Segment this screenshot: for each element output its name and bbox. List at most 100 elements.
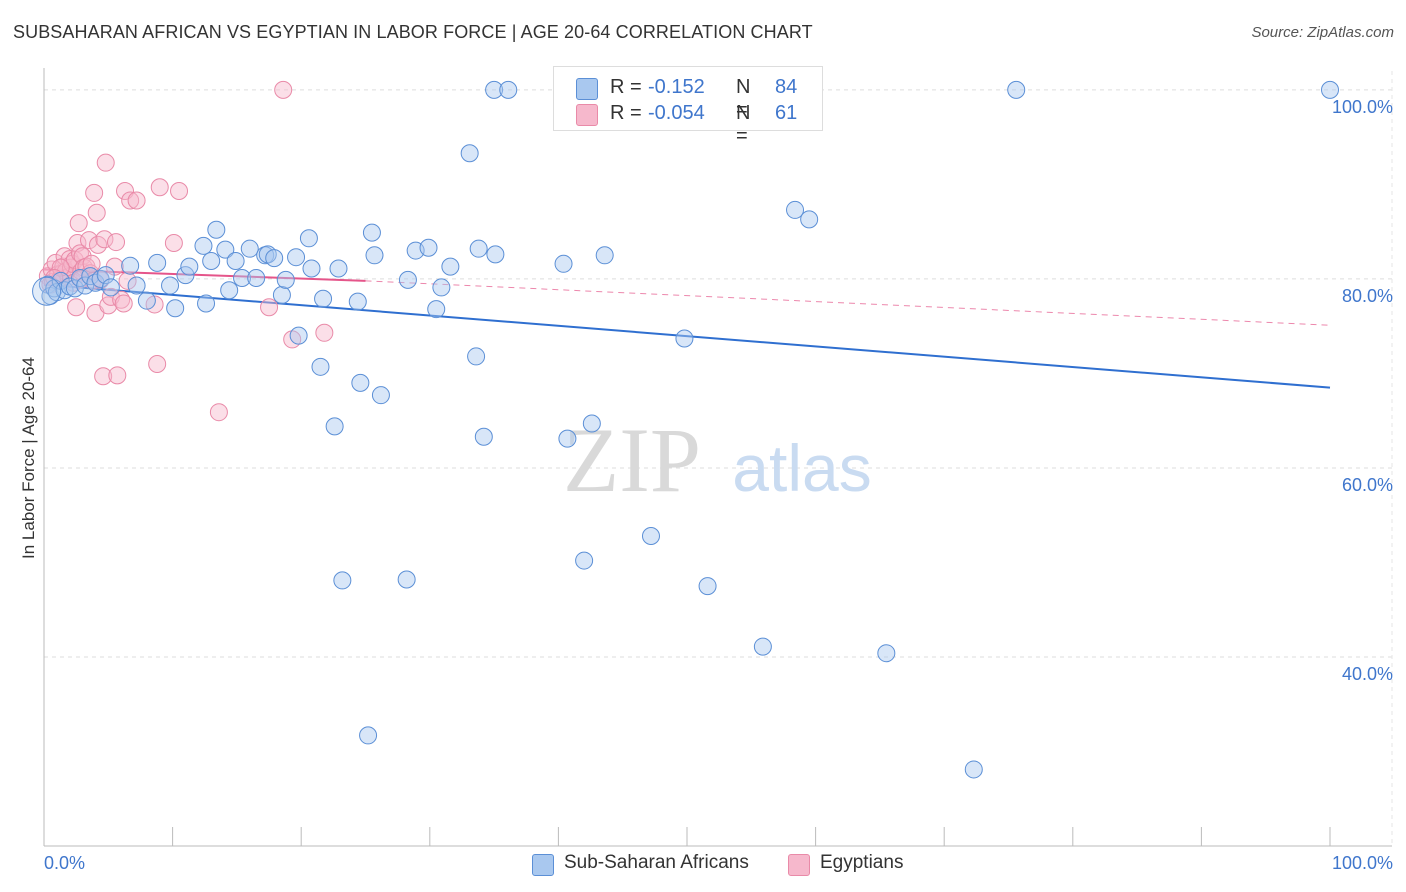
- point-subsaharan: [359, 726, 378, 745]
- point-subsaharan: [964, 760, 983, 779]
- point-subsaharan: [76, 276, 95, 295]
- point-subsaharan: [351, 373, 370, 392]
- point-subsaharan: [397, 570, 416, 589]
- chart-title: SUBSAHARAN AFRICAN VS EGYPTIAN IN LABOR …: [13, 22, 813, 42]
- point-subsaharan: [207, 220, 226, 239]
- point-subsaharan: [460, 144, 479, 163]
- point-subsaharan: [499, 80, 518, 99]
- bottom-legend-swatch: [532, 854, 554, 876]
- point-subsaharan: [365, 246, 384, 265]
- trend-extension-egyptian: [365, 280, 1331, 326]
- point-egyptian: [148, 354, 167, 373]
- point-subsaharan: [311, 357, 330, 376]
- legend-n-label: N =: [736, 76, 751, 121]
- point-subsaharan: [161, 276, 180, 295]
- point-subsaharan: [371, 386, 390, 405]
- point-subsaharan: [299, 229, 318, 248]
- point-egyptian: [96, 153, 115, 172]
- point-subsaharan: [65, 279, 84, 298]
- point-subsaharan: [247, 268, 266, 287]
- point-egyptian: [107, 233, 126, 252]
- legend-swatch-egyptian: [576, 104, 598, 126]
- point-subsaharan: [575, 551, 594, 570]
- point-subsaharan: [877, 644, 896, 663]
- x-tick-label: 0.0%: [44, 853, 85, 873]
- point-subsaharan: [800, 210, 819, 229]
- point-subsaharan: [786, 200, 805, 219]
- axes: [43, 68, 1392, 847]
- point-subsaharan: [226, 251, 245, 270]
- point-subsaharan: [333, 571, 352, 590]
- point-egyptian: [315, 323, 334, 342]
- point-subsaharan: [197, 294, 216, 313]
- trend-line-subsaharan: [43, 283, 1331, 389]
- point-subsaharan: [641, 527, 660, 545]
- point-subsaharan: [220, 281, 239, 300]
- point-subsaharan: [348, 292, 367, 311]
- point-egyptian: [164, 234, 183, 253]
- point-subsaharan: [202, 251, 221, 270]
- point-egyptian: [274, 80, 293, 99]
- point-egyptian: [170, 182, 189, 201]
- point-subsaharan: [675, 329, 694, 348]
- point-subsaharan: [582, 414, 601, 433]
- bottom-legend-label: Sub-Saharan Africans: [564, 852, 749, 873]
- point-egyptian: [67, 298, 86, 317]
- bottom-legend-label: Egyptians: [820, 852, 904, 873]
- point-subsaharan: [427, 300, 446, 319]
- point-egyptian: [94, 367, 113, 386]
- point-egyptian: [87, 203, 106, 222]
- point-egyptian: [55, 247, 74, 266]
- stats-legend: R = -0.152 N = 84 R = -0.054 N = 61: [553, 66, 823, 147]
- point-egyptian: [80, 231, 99, 250]
- watermark: ZIP atlas: [563, 409, 872, 511]
- point-egyptian: [95, 230, 114, 249]
- point-egyptian: [69, 214, 88, 233]
- point-subsaharan: [362, 223, 381, 242]
- point-egyptian: [209, 403, 228, 422]
- point-subsaharan: [474, 427, 493, 446]
- point-subsaharan: [398, 270, 417, 289]
- point-subsaharan: [558, 429, 577, 448]
- legend-r-value: -0.152: [648, 76, 705, 98]
- point-subsaharan: [276, 270, 295, 289]
- point-subsaharan: [329, 259, 348, 278]
- point-subsaharan: [216, 240, 235, 259]
- point-subsaharan: [265, 249, 284, 268]
- point-subsaharan: [32, 276, 62, 306]
- point-subsaharan: [289, 326, 308, 345]
- point-subsaharan: [1321, 80, 1339, 99]
- legend-n-value: 61: [775, 102, 798, 124]
- point-subsaharan: [486, 245, 505, 264]
- point-egyptian: [108, 366, 127, 385]
- point-subsaharan: [287, 248, 306, 267]
- point-subsaharan: [441, 257, 460, 276]
- point-subsaharan: [137, 291, 156, 310]
- point-subsaharan: [148, 253, 167, 272]
- point-subsaharan: [101, 278, 120, 297]
- legend-n-label: N =: [736, 102, 751, 147]
- point-subsaharan: [240, 239, 259, 258]
- point-egyptian: [114, 294, 133, 313]
- point-subsaharan: [1007, 80, 1026, 99]
- grid-lines: [44, 71, 1393, 846]
- point-subsaharan: [302, 259, 321, 278]
- point-egyptian: [71, 244, 90, 263]
- point-subsaharan: [325, 417, 344, 436]
- legend-r-value: -0.054: [648, 102, 705, 124]
- point-subsaharan: [121, 256, 140, 275]
- point-subsaharan: [432, 278, 451, 297]
- point-subsaharan: [176, 266, 195, 285]
- point-egyptian: [118, 271, 137, 290]
- y-tick-label: 80.0%: [1342, 286, 1393, 306]
- y-tick-label: 100.0%: [1332, 97, 1393, 117]
- y-tick-label: 60.0%: [1342, 475, 1393, 495]
- bottom-legend-swatch: [788, 854, 810, 876]
- point-subsaharan: [127, 276, 146, 295]
- point-egyptian: [127, 191, 146, 210]
- legend-swatch-subsaharan: [576, 78, 598, 100]
- point-egyptian: [51, 258, 70, 277]
- point-subsaharan: [469, 239, 488, 258]
- point-subsaharan: [753, 637, 772, 656]
